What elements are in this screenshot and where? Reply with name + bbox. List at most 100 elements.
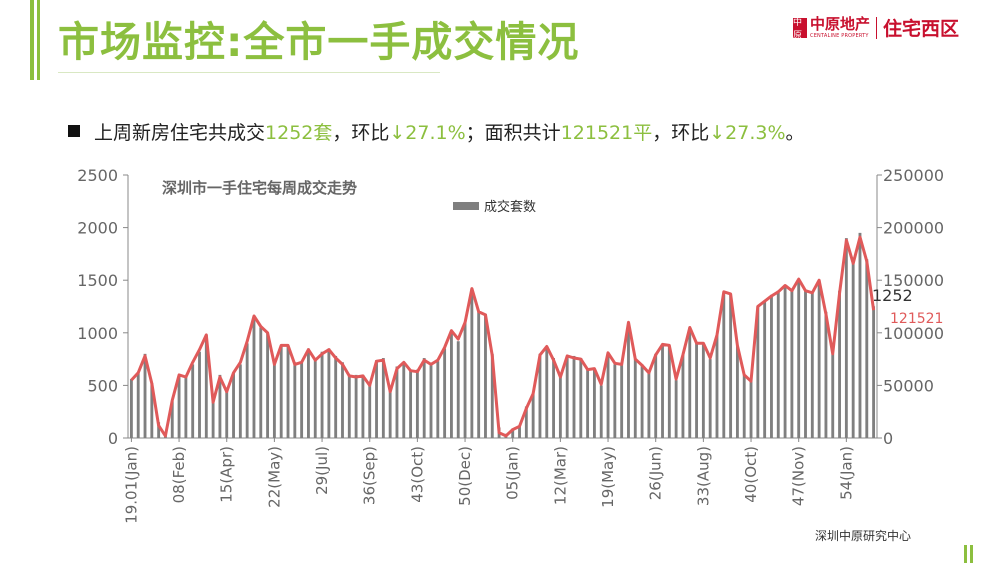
- units-bar: [790, 290, 794, 438]
- summary-units: 1252套: [265, 122, 333, 144]
- units-bar: [804, 290, 807, 438]
- units-bar: [647, 371, 651, 438]
- units-bar: [361, 374, 365, 438]
- y-left-tick-label: 1000: [77, 324, 118, 343]
- title-accent-bar-thin: [37, 0, 40, 80]
- legend-label: 成交套数: [484, 199, 536, 215]
- units-bar: [157, 422, 161, 438]
- x-tick-label: 26(Jun): [647, 446, 665, 500]
- units-bar: [443, 348, 447, 438]
- units-bar: [150, 383, 154, 438]
- units-bar: [238, 364, 242, 438]
- summary-text-5: 。: [785, 122, 805, 144]
- units-bar: [381, 358, 385, 438]
- units-bar: [701, 343, 705, 438]
- summary-units-change: ↓27.1%: [389, 122, 466, 144]
- units-bar: [531, 393, 535, 438]
- source-label: 深圳中原研究中心: [815, 528, 911, 543]
- x-tick-label: 05(Jan): [504, 446, 522, 500]
- region-label: 住宅西区: [883, 18, 960, 40]
- units-bar: [872, 306, 876, 438]
- units-bar: [865, 259, 869, 438]
- units-bar: [266, 332, 270, 438]
- y-right-tick-label: 100000: [883, 324, 944, 343]
- units-bar: [688, 327, 692, 438]
- units-bar: [252, 317, 256, 438]
- units-bar: [184, 376, 188, 438]
- x-tick-label: 08(Feb): [170, 446, 188, 503]
- y-left-tick-label: 0: [108, 429, 118, 448]
- units-bar: [354, 374, 358, 438]
- units-bar: [722, 292, 726, 438]
- units-bar: [572, 355, 576, 438]
- units-bar: [218, 374, 222, 438]
- units-bar: [776, 290, 780, 438]
- units-bar: [749, 381, 753, 438]
- x-tick-label: 47(Nov): [790, 446, 808, 506]
- units-bar: [191, 364, 195, 438]
- units-bar: [395, 366, 399, 438]
- units-bar: [211, 401, 215, 438]
- units-bar: [334, 355, 338, 438]
- units-bar: [831, 353, 835, 438]
- units-bar: [375, 360, 378, 438]
- x-tick-label: 22(May): [265, 446, 283, 508]
- units-bar: [763, 301, 767, 438]
- units-bar: [558, 376, 562, 438]
- units-bar: [272, 364, 276, 438]
- page-title: 市场监控:全市一手成交情况: [58, 18, 580, 66]
- units-bar: [817, 280, 821, 438]
- units-bar: [770, 294, 773, 438]
- y-left-tick-label: 2000: [77, 219, 118, 238]
- units-bar: [415, 369, 419, 438]
- units-bar: [477, 311, 481, 438]
- title-accent-bar: [30, 0, 34, 80]
- units-bar: [368, 383, 372, 438]
- units-bar: [654, 353, 658, 438]
- y-left-tick-label: 500: [87, 376, 118, 395]
- units-bar: [388, 390, 392, 438]
- last-area-label: 121521: [890, 311, 943, 327]
- units-bar: [456, 341, 460, 438]
- units-bar: [844, 238, 848, 438]
- units-bar: [129, 379, 133, 438]
- x-tick-label: 43(Oct): [408, 446, 426, 503]
- units-bar: [742, 374, 746, 438]
- footer-accent-bars: [964, 545, 976, 567]
- units-bar: [198, 351, 201, 438]
- units-bar: [463, 322, 467, 438]
- units-bar: [313, 359, 317, 438]
- units-bar: [756, 306, 760, 438]
- units-bar: [245, 343, 249, 438]
- units-bar: [177, 374, 181, 438]
- units-bar: [204, 334, 208, 438]
- units-bar: [538, 353, 542, 438]
- units-bar: [232, 372, 235, 438]
- units-bar: [225, 390, 229, 438]
- y-right-tick-label: 250000: [883, 166, 944, 185]
- units-bar: [170, 401, 174, 438]
- units-bar: [674, 380, 678, 438]
- units-bar: [695, 343, 698, 438]
- x-tick-label: 19(May): [599, 446, 617, 508]
- x-tick-label: 29(Jul): [313, 446, 331, 495]
- units-bar: [667, 346, 671, 438]
- title-underline: [58, 72, 440, 73]
- units-bar: [300, 362, 304, 438]
- units-bar: [810, 292, 814, 438]
- units-bar: [613, 364, 617, 438]
- units-bar: [307, 348, 310, 438]
- units-bar: [627, 322, 630, 438]
- last-units-label: 1252: [872, 286, 913, 305]
- x-tick-label: 36(Sep): [361, 446, 379, 505]
- units-bar: [661, 346, 664, 438]
- units-bar: [422, 358, 426, 438]
- y-left-tick-label: 2500: [77, 166, 118, 185]
- units-bar: [606, 353, 610, 438]
- units-bar: [545, 346, 549, 438]
- y-right-tick-label: 0: [883, 429, 893, 448]
- units-bar: [552, 358, 555, 438]
- logo-english-name: CENTALINE PROPERTY: [810, 32, 869, 39]
- units-bar: [633, 359, 637, 438]
